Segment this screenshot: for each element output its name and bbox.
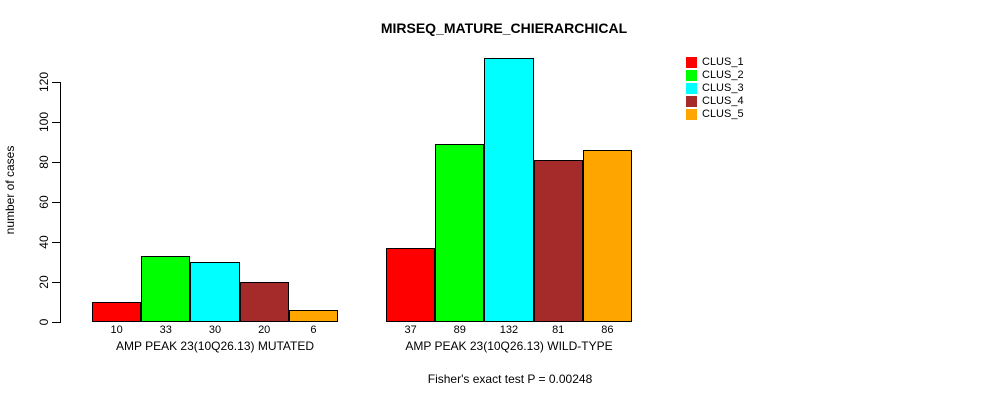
y-tick-label: 60: [37, 195, 51, 209]
group-label: AMP PEAK 23(10Q26.13) MUTATED: [115, 339, 315, 353]
bar-clus_5-wild-type: [582, 150, 632, 322]
y-tick-label: 0: [37, 318, 51, 326]
y-tick-label: 80: [37, 155, 51, 169]
annotation-text: Fisher's exact test P = 0.00248: [427, 372, 593, 386]
legend-swatch-clus_1: [686, 57, 697, 68]
bar-clus_5-mutated: [288, 310, 338, 322]
bar-clus_1-wild-type: [386, 248, 436, 322]
y-tick: [52, 242, 60, 243]
y-tick-label: 120: [37, 71, 51, 93]
bar-value-label: 86: [601, 324, 614, 336]
bar-value-label: 33: [159, 324, 172, 336]
legend-label: CLUS_3: [702, 82, 744, 94]
legend-label: CLUS_5: [702, 108, 744, 120]
bar-value-label: 6: [310, 324, 317, 336]
legend-swatch-clus_2: [686, 70, 697, 81]
bar-clus_1-mutated: [92, 302, 142, 322]
bar-value-label: 132: [499, 324, 519, 336]
y-tick: [52, 202, 60, 203]
group-label: AMP PEAK 23(10Q26.13) WILD-TYPE: [405, 339, 613, 353]
y-tick-label: 40: [37, 235, 51, 249]
legend-swatch-clus_4: [686, 96, 697, 107]
bar-clus_4-wild-type: [533, 160, 583, 322]
legend-label: CLUS_1: [702, 56, 744, 68]
y-tick: [52, 282, 60, 283]
bar-clus_4-mutated: [239, 282, 289, 322]
bar-value-label: 10: [110, 324, 123, 336]
y-tick: [52, 82, 60, 83]
bar-clus_2-wild-type: [435, 144, 485, 322]
legend-label: CLUS_4: [702, 95, 744, 107]
legend-swatch-clus_3: [686, 83, 697, 94]
y-axis-line: [60, 82, 61, 323]
bar-clus_2-mutated: [141, 256, 191, 322]
chart-title: MIRSEQ_MATURE_CHIERARCHICAL: [380, 20, 628, 36]
y-axis-label: number of cases: [3, 145, 17, 235]
y-tick: [52, 122, 60, 123]
y-tick-label: 100: [37, 111, 51, 133]
legend-label: CLUS_2: [702, 69, 744, 81]
y-tick: [52, 162, 60, 163]
bar-value-label: 20: [258, 324, 271, 336]
bar-clus_3-mutated: [190, 262, 240, 322]
bar-value-label: 81: [552, 324, 565, 336]
y-tick-label: 20: [37, 275, 51, 289]
bar-value-label: 89: [453, 324, 466, 336]
legend-swatch-clus_5: [686, 109, 697, 120]
y-tick: [52, 322, 60, 323]
bar-value-label: 37: [404, 324, 417, 336]
bar-clus_3-wild-type: [484, 58, 534, 322]
bar-value-label: 30: [208, 324, 222, 336]
